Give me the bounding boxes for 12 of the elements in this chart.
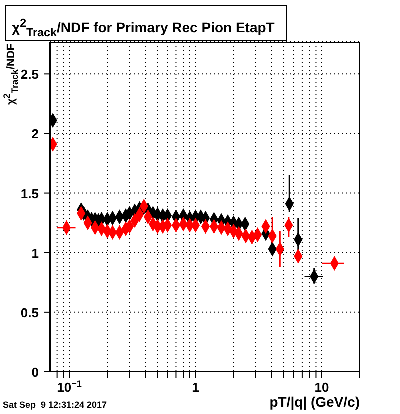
y-tick-label: 0 xyxy=(32,365,39,380)
y-tick-label: 0.5 xyxy=(20,305,39,320)
x-tick-label: 10$^{−1}$ xyxy=(57,379,82,395)
text: Sat Sep 9 12:31:24 2017 xyxy=(3,400,108,410)
y-tick-label: 1 xyxy=(32,246,39,261)
x-tick-label: 10 xyxy=(314,380,330,395)
x-tick-label: 1 xyxy=(192,380,200,395)
y-tick-label: 2.5 xyxy=(20,67,39,82)
x-axis-title: pT/|q| (GeV/c) xyxy=(270,394,360,410)
chart-title: χ$^{2}$$_{Track}$/NDF for Primary Rec Pion EtapT xyxy=(5,5,287,41)
y-tick-label: 2 xyxy=(32,126,39,142)
y-tick-label: 1.5 xyxy=(20,186,39,202)
